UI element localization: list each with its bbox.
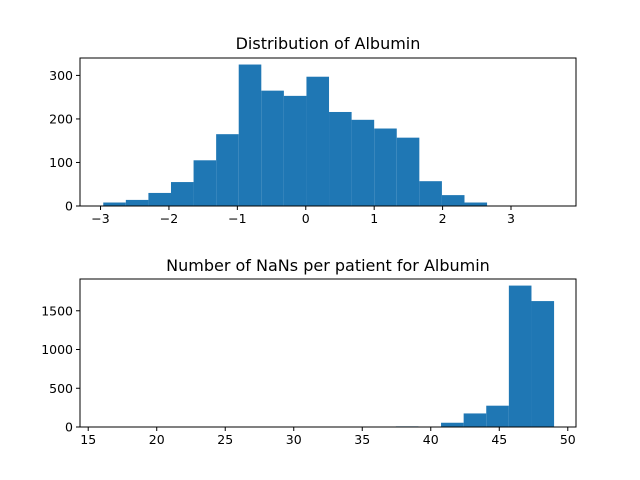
x-tick-label: 3 (507, 211, 515, 226)
histogram-bar (306, 76, 330, 206)
histogram-bar (238, 64, 262, 206)
y-axis-albumin-distribution: 0 100 200 300 (49, 68, 80, 214)
y-tick-label: 500 (49, 381, 73, 396)
histogram-bar (463, 413, 487, 427)
y-tick-label: 1500 (41, 303, 73, 318)
histogram-bar (441, 422, 464, 427)
x-tick-label: 0 (302, 211, 310, 226)
plot-frame-nans-per-patient (79, 278, 577, 428)
subplot-albumin-distribution: Distribution of Albumin −3 −2 −1 0 1 2 3 0 100 2… (49, 34, 577, 226)
histogram-bar (170, 182, 194, 206)
histogram-bar (464, 202, 488, 206)
histogram-bar (374, 128, 397, 206)
x-tick-label: 1 (370, 211, 378, 226)
histogram-bar (283, 95, 307, 206)
x-tick-label: 35 (354, 432, 370, 447)
plot-frame-albumin-distribution (79, 57, 577, 207)
histogram-bar (419, 181, 442, 206)
histogram-bar (329, 111, 352, 206)
y-tick-label: 300 (49, 68, 73, 83)
x-tick-label: −3 (91, 211, 109, 226)
x-tick-label: 50 (560, 432, 576, 447)
histogram-bar (216, 134, 239, 206)
histogram-bar (193, 160, 217, 206)
histogram-bar (441, 195, 465, 206)
x-tick-label: 25 (217, 432, 233, 447)
x-tick-label: 15 (80, 432, 96, 447)
x-tick-label: 30 (286, 432, 302, 447)
x-tick-label: 45 (491, 432, 507, 447)
chart-title-albumin-distribution: Distribution of Albumin (236, 34, 421, 53)
subplot-nans-per-patient: Number of NaNs per patient for Albumin 1… (41, 256, 577, 447)
histogram-bar (148, 192, 171, 206)
y-tick-label: 0 (65, 420, 73, 435)
chart-title-nans-per-patient: Number of NaNs per patient for Albumin (166, 256, 490, 275)
x-tick-label: −1 (228, 211, 246, 226)
x-axis-nans-per-patient: 15 20 25 30 35 40 45 50 (80, 427, 576, 447)
y-axis-nans-per-patient: 0 500 1000 1500 (41, 303, 80, 435)
histogram-bar (125, 199, 149, 206)
histogram-bar (396, 137, 420, 206)
x-tick-label: 2 (439, 211, 447, 226)
histogram-bar (508, 285, 532, 427)
x-tick-label: 40 (423, 432, 439, 447)
histogram-bar (531, 301, 555, 427)
y-tick-label: 200 (49, 111, 73, 126)
x-tick-label: −2 (160, 211, 178, 226)
bars-albumin-distribution (103, 64, 555, 206)
histogram-bar (261, 90, 284, 206)
bars-nans-per-patient (101, 285, 555, 427)
histogram-bar (486, 405, 509, 427)
histogram-bar (103, 202, 126, 206)
x-axis-albumin-distribution: −3 −2 −1 0 1 2 3 (91, 206, 515, 226)
y-tick-label: 1000 (41, 342, 73, 357)
x-tick-label: 20 (149, 432, 165, 447)
y-tick-label: 0 (65, 199, 73, 214)
y-tick-label: 100 (49, 155, 73, 170)
histogram-bar (351, 119, 375, 206)
